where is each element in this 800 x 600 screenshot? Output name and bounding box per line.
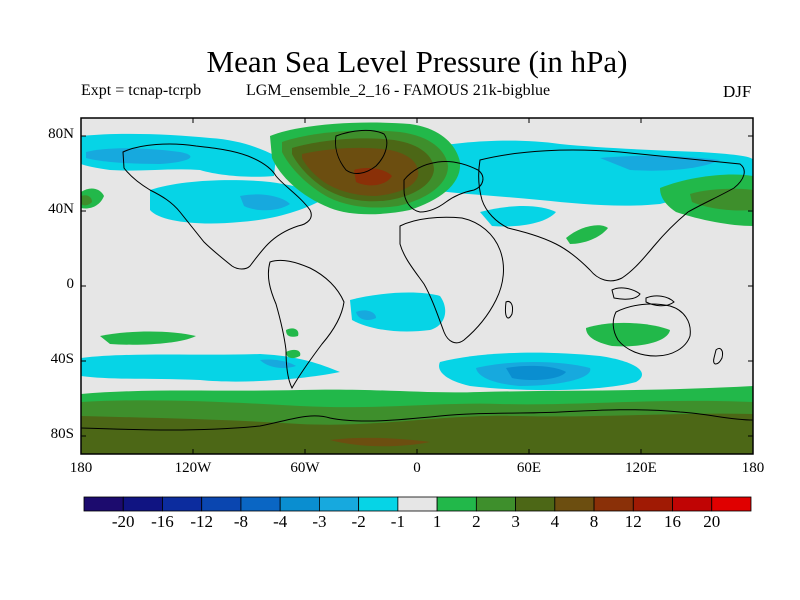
colorbar-box-14 xyxy=(632,496,673,512)
antarctic-positive-band xyxy=(81,413,753,454)
coastlines xyxy=(81,129,753,431)
y-label-equator: 0 xyxy=(66,276,75,292)
colorbar-label-10: 3 xyxy=(511,512,520,531)
colorbar-box-4 xyxy=(240,496,281,512)
x-label-180-right: 180 xyxy=(741,460,765,476)
africa-coastline xyxy=(399,216,504,344)
new-zealand-coastline xyxy=(713,347,723,365)
colorbar-box-2 xyxy=(162,496,203,512)
colorbar-box-9 xyxy=(436,496,477,512)
east-asia-positive-patch-2 xyxy=(690,188,753,211)
colorbar-box-7 xyxy=(358,496,399,512)
north-pacific-dark-patch xyxy=(86,148,191,164)
south-pacific-positive-patch xyxy=(100,331,196,345)
australia-coastline xyxy=(612,303,691,357)
x-axis-ticks xyxy=(80,118,754,454)
colorbar-label-1: -16 xyxy=(151,512,174,531)
x-label-120w: 120W xyxy=(174,460,212,476)
colorbar-label-2: -12 xyxy=(190,512,214,531)
x-label-60w: 60W xyxy=(290,460,320,476)
y-label-80s: 80S xyxy=(50,426,74,442)
colorbar-box-8 xyxy=(397,496,438,512)
colorbar-label-6: -2 xyxy=(351,512,366,531)
pressure-field xyxy=(81,118,753,454)
colorbar xyxy=(83,496,752,512)
x-label-120e: 120E xyxy=(625,460,657,476)
arctic-dark-patch xyxy=(600,155,720,171)
colorbar-label-8: 1 xyxy=(432,512,442,531)
australia-positive-patch xyxy=(586,322,670,347)
greenland-coastline xyxy=(335,129,388,174)
x-label-0: 0 xyxy=(413,460,421,476)
y-label-40n: 40N xyxy=(48,201,74,217)
south-atlantic-dark-patch xyxy=(356,310,376,320)
colorbar-box-6 xyxy=(319,496,360,512)
colorbar-box-12 xyxy=(554,496,595,512)
colorbar-label-4: -4 xyxy=(273,512,288,531)
colorbar-label-3: -8 xyxy=(233,512,249,531)
asia-coastline xyxy=(478,149,745,282)
north-america-dark-patch xyxy=(240,194,290,211)
y-axis-ticks xyxy=(81,135,753,437)
south-pacific-small-patch-1 xyxy=(286,328,299,337)
colorbar-label-5: -3 xyxy=(312,512,327,531)
colorbar-label-7: -1 xyxy=(390,512,405,531)
south-pacific-small-patch-2 xyxy=(286,349,301,359)
south-atlantic-negative-band xyxy=(350,292,446,332)
colorbar-label-14: 16 xyxy=(664,512,682,531)
experiment-label: Expt = tcnap-tcrpb xyxy=(81,82,202,99)
y-label-80n: 80N xyxy=(48,126,74,142)
colorbar-label-9: 2 xyxy=(472,512,481,531)
antarctic-patch-1 xyxy=(330,437,430,447)
colorbar-box-13 xyxy=(593,496,634,512)
x-label-180-left: 180 xyxy=(69,460,93,476)
colorbar-box-0 xyxy=(83,496,124,512)
colorbar-label-12: 8 xyxy=(589,512,599,531)
chart-title: Mean Sea Level Pressure (in hPa) xyxy=(206,44,628,79)
colorbar-box-10 xyxy=(475,496,516,512)
colorbar-box-1 xyxy=(122,496,163,512)
x-label-60e: 60E xyxy=(516,460,542,476)
colorbar-label-0: -20 xyxy=(111,512,135,531)
season-label: DJF xyxy=(723,82,752,101)
north-pacific-positive-patch-2 xyxy=(81,195,92,206)
europe-coastline xyxy=(403,161,484,213)
colorbar-label-15: 20 xyxy=(703,512,721,531)
colorbar-label-11: 4 xyxy=(550,512,560,531)
colorbar-box-16 xyxy=(711,496,752,512)
madagascar-coastline xyxy=(505,301,513,319)
ensemble-label: LGM_ensemble_2_16 - FAMOUS 21k-bigblue xyxy=(246,82,551,99)
south-america-coastline xyxy=(267,259,345,390)
colorbar-box-11 xyxy=(515,496,556,512)
colorbar-box-5 xyxy=(279,496,320,512)
asia-negative-patch xyxy=(480,206,556,227)
north-america-negative-band xyxy=(150,180,322,224)
north-america-coastline xyxy=(122,143,312,270)
antarctica-coastline xyxy=(81,409,753,431)
colorbar-box-3 xyxy=(201,496,242,512)
colorbar-box-15 xyxy=(672,496,713,512)
southern-indian-core xyxy=(506,365,566,380)
colorbar-label-13: 12 xyxy=(624,512,642,531)
africa-positive-patch xyxy=(566,225,608,244)
y-label-40s: 40S xyxy=(50,351,74,367)
